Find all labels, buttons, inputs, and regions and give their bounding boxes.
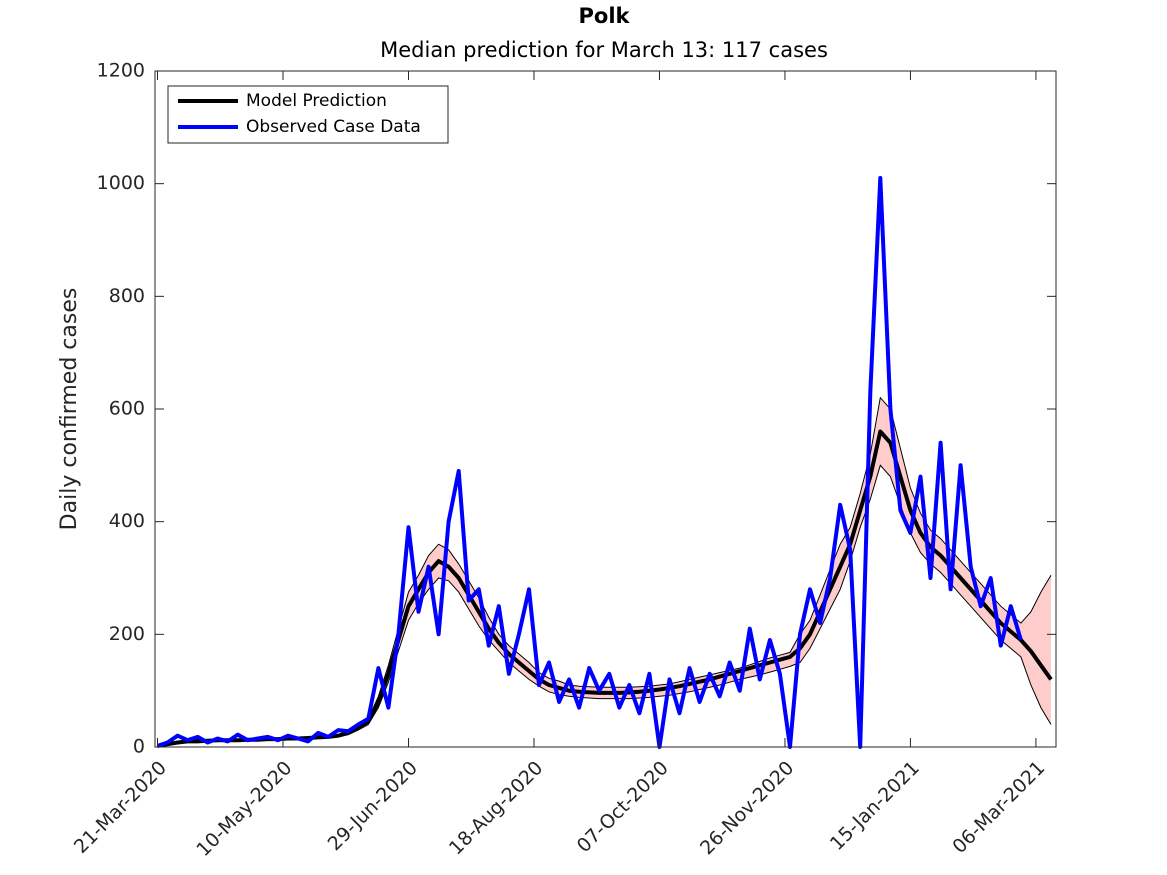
y-tick-label: 1000	[97, 172, 145, 194]
chart-title: Polk	[579, 4, 631, 28]
plot-area	[156, 176, 1053, 749]
legend-label: Observed Case Data	[246, 117, 421, 137]
y-axis-label: Daily confirmed cases	[57, 288, 82, 531]
y-tick-label: 1200	[97, 60, 145, 82]
legend-box	[167, 85, 449, 144]
y-tick-label: 600	[109, 398, 145, 420]
y-tick-label: 0	[133, 736, 145, 758]
legend-label: Model Prediction	[246, 91, 387, 111]
y-tick-label: 400	[109, 510, 145, 532]
legend: Model Prediction Observed Case Data	[167, 85, 449, 144]
y-tick-label: 800	[109, 285, 145, 307]
series-line	[156, 176, 1023, 749]
series-line	[157, 429, 1053, 748]
y-tick-label: 200	[109, 623, 145, 645]
chart-subtitle: Median prediction for March 13: 117 case…	[380, 38, 828, 62]
